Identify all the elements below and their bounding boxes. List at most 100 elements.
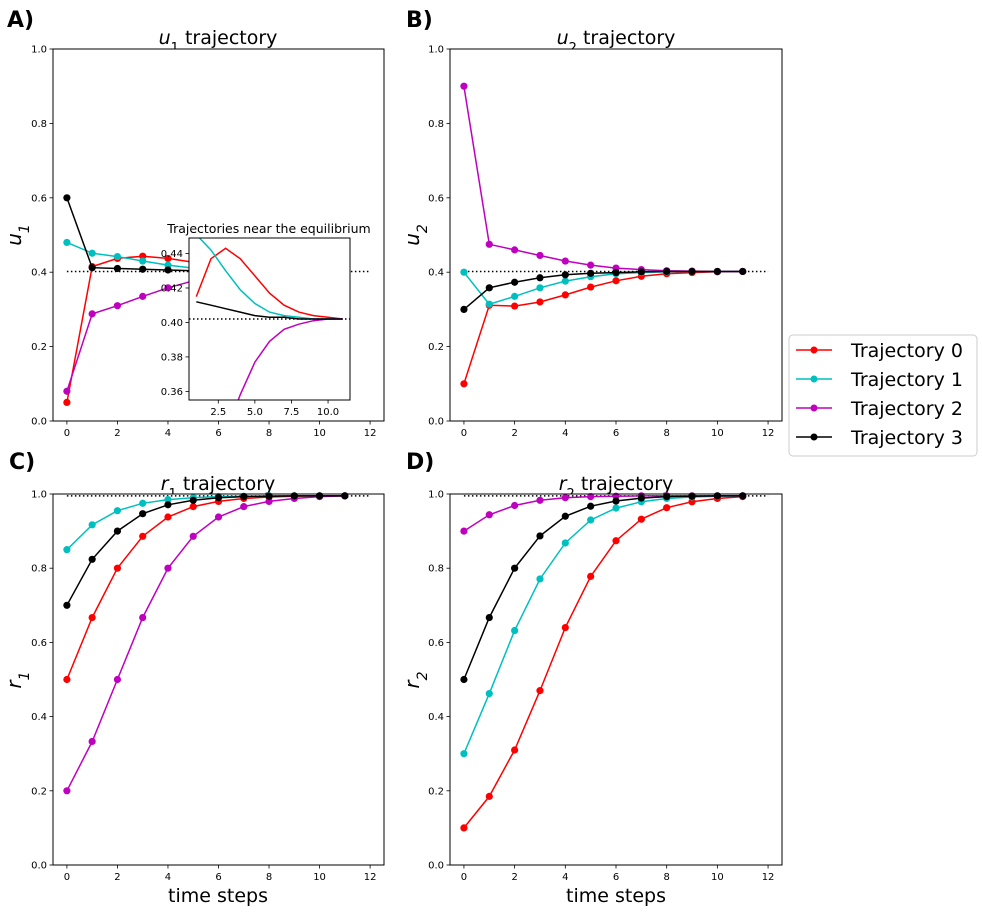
y-axis-label: u1 (2, 224, 33, 246)
data-point (612, 504, 620, 512)
data-point (214, 513, 223, 521)
data-point (612, 537, 620, 545)
data-point (561, 623, 569, 632)
data-point (587, 492, 595, 501)
data-point (587, 502, 595, 510)
panel-label: B) (406, 8, 433, 33)
y-tick-label: 0.42 (161, 283, 183, 294)
y-tick-label: 0.6 (31, 638, 47, 649)
plot-area: 0 2 4 6 8 10 12 0.0 0.2 0.4 0.6 0.8 1.0 (428, 45, 783, 439)
data-point (139, 613, 147, 622)
legend-marker (810, 404, 818, 412)
data-point (240, 503, 248, 511)
x-tick-label: 2 (511, 428, 517, 439)
y-tick-label: 0.6 (428, 638, 444, 649)
x-tick-label: 6 (613, 872, 619, 883)
x-tick-label: 4 (562, 872, 568, 883)
data-point (63, 194, 71, 202)
y-tick-label: 0.2 (31, 342, 47, 353)
data-point (587, 572, 595, 580)
data-point (713, 492, 721, 500)
x-tick-label: 5.0 (247, 407, 263, 418)
panel-label: D) (406, 450, 434, 475)
data-point (63, 387, 71, 395)
x-tick-label: 8 (663, 428, 669, 439)
inset-plot-area: 2.5 5.0 7.5 10.0 0.36 0.38 0.40 0.42 0.44 (161, 237, 351, 418)
data-point (688, 267, 696, 276)
data-point (189, 496, 197, 504)
y-tick-label: 1.0 (31, 490, 47, 501)
plot-area: 0 2 4 6 8 10 12 0.0 0.2 0.4 0.6 0.8 1.0 (31, 490, 385, 883)
series-line (463, 270, 743, 385)
y-tick-label: 1.0 (428, 490, 444, 501)
data-point (139, 532, 147, 540)
data-point (88, 521, 96, 529)
plot-background (53, 494, 384, 865)
data-point (113, 675, 122, 684)
data-point (139, 499, 147, 507)
panel-label: C) (9, 450, 35, 475)
data-point (164, 254, 172, 263)
x-tick-label: 0 (461, 428, 467, 439)
x-axis-label: time steps (566, 885, 666, 907)
legend-entry-0: Trajectory 0 (796, 340, 963, 362)
x-tick-label: 0 (461, 872, 467, 883)
data-point (511, 501, 519, 510)
x-tick-label: 10.0 (317, 407, 339, 418)
y-axis-label: u2 (400, 224, 431, 246)
x-axis-label: time steps (168, 885, 268, 907)
data-point (587, 283, 595, 291)
x-tick-label: 8 (663, 872, 669, 883)
x-tick-label: 12 (762, 428, 775, 439)
x-tick-label: 6 (215, 872, 221, 883)
data-point (113, 564, 122, 572)
series-line (463, 270, 743, 310)
inset-series-line-0 (195, 247, 343, 320)
x-tick-label: 10 (313, 872, 326, 883)
y-tick-label: 0.4 (428, 712, 444, 723)
data-point (164, 513, 172, 521)
data-point (536, 575, 544, 583)
legend-label: Trajectory 2 (850, 398, 963, 420)
data-point (139, 292, 147, 300)
data-point (485, 511, 493, 519)
y-axis-label: r2 (400, 671, 431, 688)
data-point (485, 284, 493, 292)
data-point (561, 494, 569, 502)
data-point (265, 497, 273, 506)
data-point (139, 265, 147, 273)
y-tick-label: 0.44 (161, 249, 183, 260)
panel-r1: C) r1 trajectory r1 time steps 024681012… (2, 450, 385, 907)
panel-title: u2 trajectory (557, 27, 676, 56)
inset-series-line-2 (237, 318, 343, 400)
y-tick-label: 0.6 (428, 193, 444, 204)
data-point (240, 492, 248, 501)
data-point (663, 492, 671, 501)
data-point (485, 240, 493, 248)
data-point (113, 252, 122, 261)
data-point (189, 503, 197, 511)
y-tick-label: 0.4 (31, 268, 47, 279)
x-tick-label: 2 (114, 872, 120, 883)
data-point (536, 496, 544, 504)
x-tick-label: 12 (364, 428, 377, 439)
data-point (63, 546, 71, 554)
data-point (460, 527, 468, 535)
data-point (587, 516, 595, 524)
data-point (485, 689, 493, 698)
data-point (113, 507, 122, 515)
y-tick-label: 0.0 (31, 417, 47, 428)
data-point (460, 305, 468, 313)
data-point (713, 267, 721, 276)
data-point (536, 274, 544, 282)
panel-r2: D) r2 trajectory r2 time steps 024681012… (400, 450, 783, 907)
data-point (214, 494, 223, 502)
data-point (511, 278, 519, 286)
data-point (113, 264, 122, 273)
x-tick-label: 4 (562, 428, 568, 439)
data-point (88, 737, 96, 746)
series-line (463, 495, 743, 829)
data-point (485, 613, 493, 622)
data-point (88, 555, 96, 563)
data-point (536, 298, 544, 306)
